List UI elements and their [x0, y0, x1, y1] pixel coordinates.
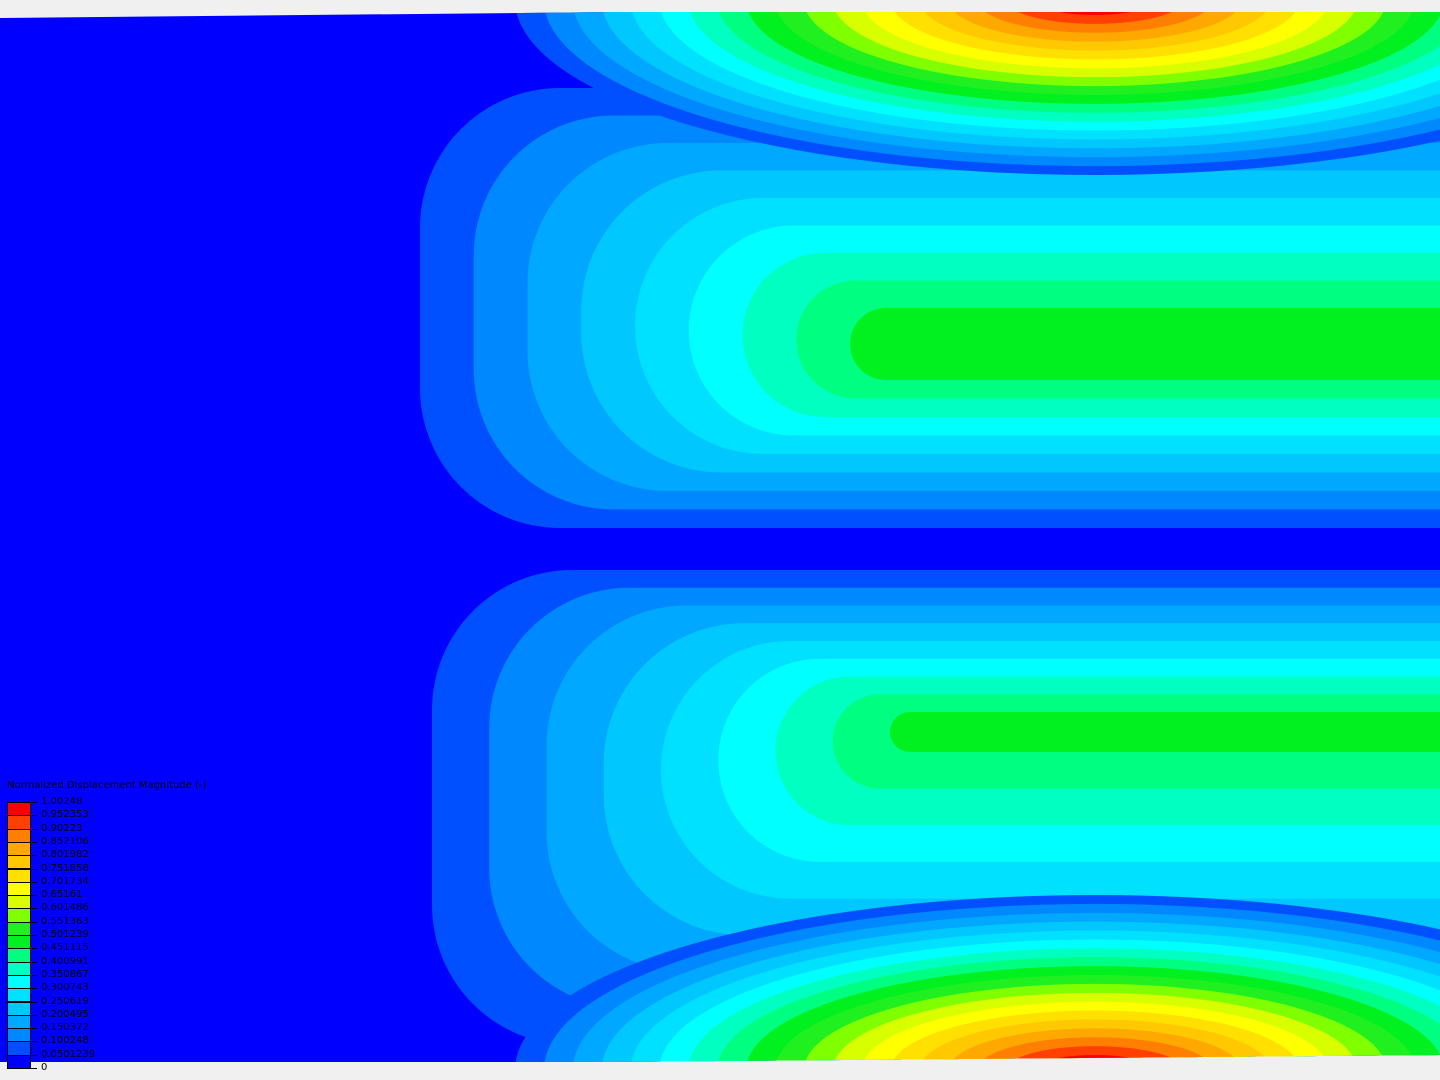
legend-label: 0.801982: [41, 849, 89, 861]
legend-tick: [31, 1028, 37, 1030]
legend-label: 1.00248: [41, 796, 83, 807]
legend-label: 0.150372: [41, 1022, 89, 1034]
legend-tick: [31, 948, 37, 950]
legend-swatch: [7, 935, 31, 950]
legend-tick: [31, 895, 37, 897]
legend-tick: [31, 855, 37, 857]
legend-tick: [31, 1014, 37, 1016]
legend-tick: [31, 974, 37, 976]
legend-label: 0.90223: [41, 822, 83, 834]
contour-band: [850, 308, 1440, 380]
legend-swatch: [7, 828, 31, 843]
legend-label: 0.451115: [41, 942, 89, 954]
contour-band: [890, 712, 1440, 752]
legend-swatch: [7, 802, 31, 817]
legend-swatch: [7, 841, 31, 857]
legend-label: 0.200495: [41, 1008, 89, 1020]
legend-tick: [31, 1054, 37, 1056]
legend-label: 0.250619: [41, 995, 89, 1007]
contour-band: [1006, 12, 1184, 24]
legend-tick: [31, 802, 37, 803]
legend-label: 0.400991: [41, 955, 89, 967]
legend-label: 0.501239: [41, 929, 89, 940]
legend-swatch: [7, 988, 31, 1003]
legend-tick: [31, 841, 37, 843]
legend-tick: [31, 1068, 37, 1069]
legend-swatch: [7, 961, 31, 976]
legend-swatch: [7, 895, 31, 910]
legend-swatch: [7, 1014, 31, 1030]
legend-label: 0.701734: [41, 875, 89, 887]
legend-label: 0.601486: [41, 902, 89, 914]
legend-tick: [31, 935, 37, 936]
legend-swatch: [7, 1028, 31, 1043]
legend-label: 0.350867: [41, 968, 89, 980]
legend-label: 0: [41, 1062, 48, 1073]
legend-swatch: [7, 921, 31, 936]
legend-swatch: [7, 1054, 31, 1069]
legend-swatch: [7, 815, 31, 830]
legend-swatch: [7, 881, 31, 897]
legend-tick: [31, 1041, 37, 1043]
legend-tick: [31, 815, 37, 817]
legend-tick: [31, 908, 37, 910]
legend-tick: [31, 1001, 37, 1003]
legend-swatch: [7, 1001, 31, 1016]
legend-swatch: [7, 948, 31, 963]
legend-label: 0.0501239: [41, 1048, 96, 1060]
legend-tick: [31, 868, 37, 870]
legend-swatch: [7, 855, 31, 870]
legend-swatch: [7, 868, 31, 883]
legend-tick: [31, 961, 37, 963]
legend-tick: [31, 921, 37, 923]
color-legend: Normalized Displacement Magnitude (-) 1.…: [0, 778, 260, 1073]
legend-swatch: [7, 974, 31, 990]
legend-swatch: [7, 1041, 31, 1056]
legend-swatch: [7, 908, 31, 923]
legend-label: 0.952353: [41, 809, 89, 821]
legend-label: 0.100248: [41, 1035, 89, 1047]
legend-label: 0.852106: [41, 835, 89, 847]
legend-label: 0.751858: [41, 862, 89, 874]
legend-title: Normalized Displacement Magnitude (-): [7, 780, 207, 791]
legend-tick: [31, 881, 37, 883]
legend-tick: [31, 828, 37, 830]
legend-label: 0.65161: [41, 889, 83, 901]
legend-label: 0.551363: [41, 915, 89, 927]
legend-tick: [31, 988, 37, 990]
legend-label: 0.300743: [41, 982, 89, 994]
